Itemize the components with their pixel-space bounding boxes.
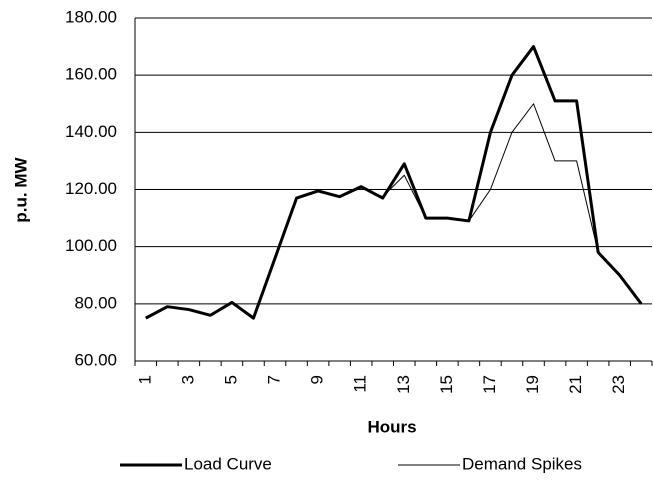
x-tick-label: 5 bbox=[221, 375, 240, 384]
x-tick-label: 19 bbox=[523, 375, 542, 394]
x-tick-label: 3 bbox=[178, 375, 197, 384]
x-tick-label: 1 bbox=[135, 375, 154, 384]
x-tick-label: 23 bbox=[609, 375, 628, 394]
x-axis-label: Hours bbox=[367, 417, 416, 436]
legend-label: Load Curve bbox=[184, 454, 272, 473]
series-line bbox=[145, 103, 642, 319]
x-tick-label: 7 bbox=[265, 375, 284, 384]
legend-label: Demand Spikes bbox=[462, 454, 582, 473]
y-tick-label: 120.00 bbox=[65, 179, 117, 198]
x-tick-label: 21 bbox=[566, 375, 585, 394]
y-tick-label: 80.00 bbox=[74, 293, 117, 312]
y-axis-label: p.u. MW bbox=[11, 156, 30, 222]
x-tick-label: 11 bbox=[351, 375, 370, 393]
x-tick-label: 17 bbox=[480, 375, 499, 394]
y-tick-label: 100.00 bbox=[65, 236, 117, 255]
x-tick-label: 13 bbox=[394, 375, 413, 394]
y-tick-label: 140.00 bbox=[65, 122, 117, 141]
series-line bbox=[145, 45, 643, 320]
y-tick-label: 160.00 bbox=[65, 65, 117, 84]
x-tick-label: 9 bbox=[308, 375, 327, 384]
y-tick-label: 60.00 bbox=[74, 350, 117, 369]
x-tick-label: 15 bbox=[437, 375, 456, 394]
y-tick-label: 180.00 bbox=[65, 7, 117, 26]
